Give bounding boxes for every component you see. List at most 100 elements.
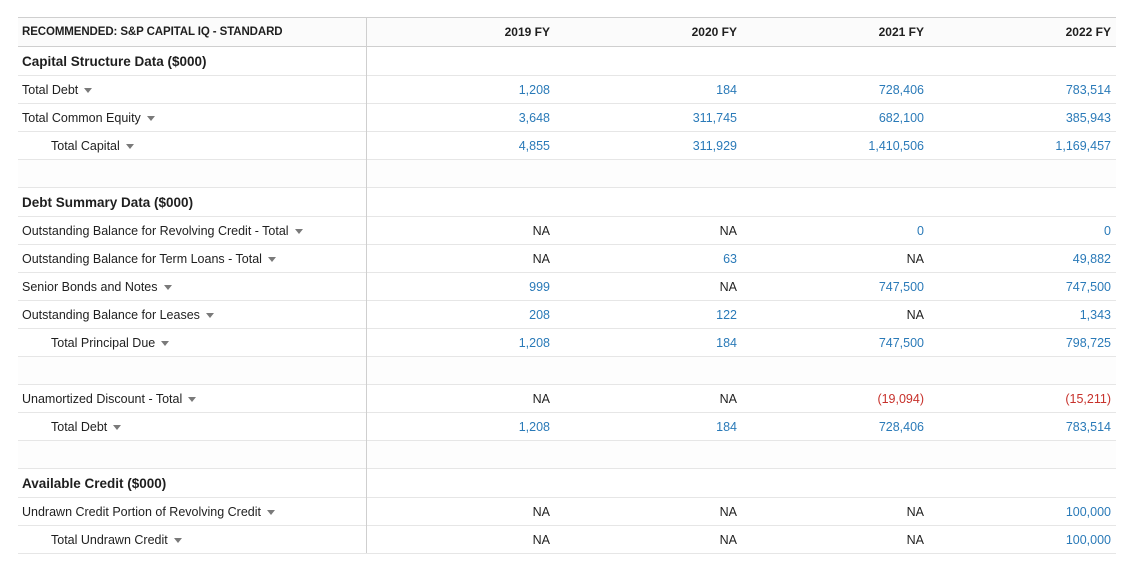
spacer-row bbox=[18, 441, 1116, 469]
row-label-dropdown[interactable]: Total Common Equity bbox=[22, 104, 155, 131]
column-divider bbox=[366, 17, 367, 553]
cell-value[interactable]: 311,745 bbox=[692, 110, 737, 125]
cell-value[interactable]: 1,208 bbox=[518, 82, 550, 97]
row-label: Outstanding Balance for Leases bbox=[22, 307, 200, 322]
cell-value[interactable]: 311,929 bbox=[692, 138, 737, 153]
cell-value[interactable]: 1,208 bbox=[518, 335, 550, 350]
cell-value[interactable]: 747,500 bbox=[878, 279, 924, 294]
row-label-dropdown[interactable]: Unamortized Discount - Total bbox=[22, 385, 197, 412]
caret-down-icon[interactable] bbox=[205, 312, 214, 318]
table-row: Senior Bonds and Notes 999 NA 747,500 74… bbox=[18, 273, 1116, 301]
cell-value[interactable]: 184 bbox=[716, 335, 737, 350]
column-header-2020[interactable]: 2020 FY bbox=[691, 25, 737, 39]
section-header-available-credit: Available Credit ($000) bbox=[18, 469, 1116, 498]
cell-value: NA bbox=[532, 504, 550, 519]
cell-value[interactable]: 3,648 bbox=[518, 110, 550, 125]
caret-down-icon[interactable] bbox=[113, 424, 122, 430]
table-row: Total Capital 4,855 311,929 1,410,506 1,… bbox=[18, 132, 1116, 160]
column-header-2021[interactable]: 2021 FY bbox=[878, 25, 924, 39]
cell-value[interactable]: 747,500 bbox=[878, 335, 924, 350]
cell-value[interactable]: 184 bbox=[716, 82, 737, 97]
table-row: Undrawn Credit Portion of Revolving Cred… bbox=[18, 498, 1116, 526]
cell-value: NA bbox=[906, 532, 924, 547]
caret-down-icon[interactable] bbox=[84, 87, 93, 93]
table-row: Outstanding Balance for Leases 208 122 N… bbox=[18, 301, 1116, 329]
financial-table: RECOMMENDED: S&P CAPITAL IQ - STANDARD 2… bbox=[18, 17, 1116, 554]
spacer-row bbox=[18, 357, 1116, 385]
section-title: Available Credit ($000) bbox=[22, 475, 167, 491]
cell-value[interactable]: 783,514 bbox=[1065, 419, 1111, 434]
section-header-debt-summary: Debt Summary Data ($000) bbox=[18, 188, 1116, 217]
cell-value[interactable]: 0 bbox=[1104, 223, 1111, 238]
cell-value[interactable]: 208 bbox=[529, 307, 550, 322]
row-label: Outstanding Balance for Revolving Credit… bbox=[22, 223, 289, 238]
cell-value[interactable]: 4,855 bbox=[518, 138, 550, 153]
cell-value: NA bbox=[719, 504, 737, 519]
cell-value[interactable]: 682,100 bbox=[878, 110, 924, 125]
column-header-2022[interactable]: 2022 FY bbox=[1065, 25, 1111, 39]
row-label-dropdown[interactable]: Total Capital bbox=[51, 132, 134, 159]
cell-value[interactable]: 1,343 bbox=[1079, 307, 1111, 322]
cell-value[interactable]: 63 bbox=[723, 251, 737, 266]
cell-value: NA bbox=[719, 532, 737, 547]
caret-down-icon[interactable] bbox=[267, 509, 275, 515]
cell-value[interactable]: (19,094) bbox=[877, 391, 924, 406]
cell-value[interactable]: 1,208 bbox=[518, 419, 550, 434]
cell-value[interactable]: 122 bbox=[716, 307, 737, 322]
row-label-dropdown[interactable]: Senior Bonds and Notes bbox=[22, 273, 172, 300]
cell-value[interactable]: 100,000 bbox=[1065, 532, 1111, 547]
caret-down-icon[interactable] bbox=[146, 115, 155, 121]
table-header-row: RECOMMENDED: S&P CAPITAL IQ - STANDARD 2… bbox=[18, 17, 1116, 47]
caret-down-icon[interactable] bbox=[294, 228, 303, 234]
table-row: Total Principal Due 1,208 184 747,500 79… bbox=[18, 329, 1116, 357]
cell-value: NA bbox=[532, 223, 550, 238]
table-row: Total Debt 1,208 184 728,406 783,514 bbox=[18, 76, 1116, 104]
caret-down-icon[interactable] bbox=[161, 340, 170, 346]
cell-value[interactable]: 0 bbox=[917, 223, 924, 238]
cell-value[interactable]: (15,211) bbox=[1065, 391, 1111, 406]
cell-value: NA bbox=[532, 391, 550, 406]
cell-value: NA bbox=[532, 532, 550, 547]
cell-value: NA bbox=[532, 251, 550, 266]
caret-down-icon[interactable] bbox=[173, 537, 182, 543]
row-label-dropdown[interactable]: Total Debt bbox=[51, 413, 122, 440]
row-label-dropdown[interactable]: Total Undrawn Credit bbox=[51, 526, 182, 553]
table-row: Total Debt 1,208 184 728,406 783,514 bbox=[18, 413, 1116, 441]
cell-value[interactable]: 385,943 bbox=[1065, 110, 1111, 125]
cell-value[interactable]: 1,410,506 bbox=[868, 138, 924, 153]
row-label-dropdown[interactable]: Undrawn Credit Portion of Revolving Cred… bbox=[22, 498, 275, 525]
row-label: Total Principal Due bbox=[51, 335, 156, 350]
caret-down-icon[interactable] bbox=[267, 256, 276, 262]
cell-value[interactable]: 798,725 bbox=[1065, 335, 1111, 350]
row-label-dropdown[interactable]: Outstanding Balance for Revolving Credit… bbox=[22, 217, 303, 244]
cell-value[interactable]: 1,169,457 bbox=[1055, 138, 1111, 153]
cell-value: NA bbox=[906, 504, 924, 519]
row-label-dropdown[interactable]: Total Debt bbox=[22, 76, 93, 103]
row-label: Total Debt bbox=[22, 82, 79, 97]
section-title: Debt Summary Data ($000) bbox=[22, 194, 194, 210]
caret-down-icon[interactable] bbox=[188, 396, 197, 402]
table-header-label: RECOMMENDED: S&P CAPITAL IQ - STANDARD bbox=[22, 26, 283, 38]
cell-value[interactable]: 783,514 bbox=[1065, 82, 1111, 97]
section-header-capital-structure: Capital Structure Data ($000) bbox=[18, 47, 1116, 76]
caret-down-icon[interactable] bbox=[125, 143, 134, 149]
cell-value: NA bbox=[906, 251, 924, 266]
cell-value[interactable]: 747,500 bbox=[1065, 279, 1111, 294]
row-label: Undrawn Credit Portion of Revolving Cred… bbox=[22, 504, 261, 519]
column-header-2019[interactable]: 2019 FY bbox=[504, 25, 550, 39]
row-label: Senior Bonds and Notes bbox=[22, 279, 158, 294]
row-label-dropdown[interactable]: Outstanding Balance for Leases bbox=[22, 301, 214, 328]
cell-value[interactable]: 100,000 bbox=[1065, 504, 1111, 519]
row-label: Total Common Equity bbox=[22, 110, 141, 125]
row-label: Unamortized Discount - Total bbox=[22, 391, 183, 406]
row-label-dropdown[interactable]: Outstanding Balance for Term Loans - Tot… bbox=[22, 245, 276, 272]
cell-value[interactable]: 184 bbox=[716, 419, 737, 434]
row-label: Outstanding Balance for Term Loans - Tot… bbox=[22, 251, 262, 266]
row-label-dropdown[interactable]: Total Principal Due bbox=[51, 329, 170, 356]
cell-value[interactable]: 728,406 bbox=[878, 419, 924, 434]
caret-down-icon[interactable] bbox=[163, 284, 172, 290]
cell-value[interactable]: 999 bbox=[529, 279, 550, 294]
table-row: Outstanding Balance for Revolving Credit… bbox=[18, 217, 1116, 245]
cell-value[interactable]: 49,882 bbox=[1072, 251, 1111, 266]
cell-value[interactable]: 728,406 bbox=[878, 82, 924, 97]
